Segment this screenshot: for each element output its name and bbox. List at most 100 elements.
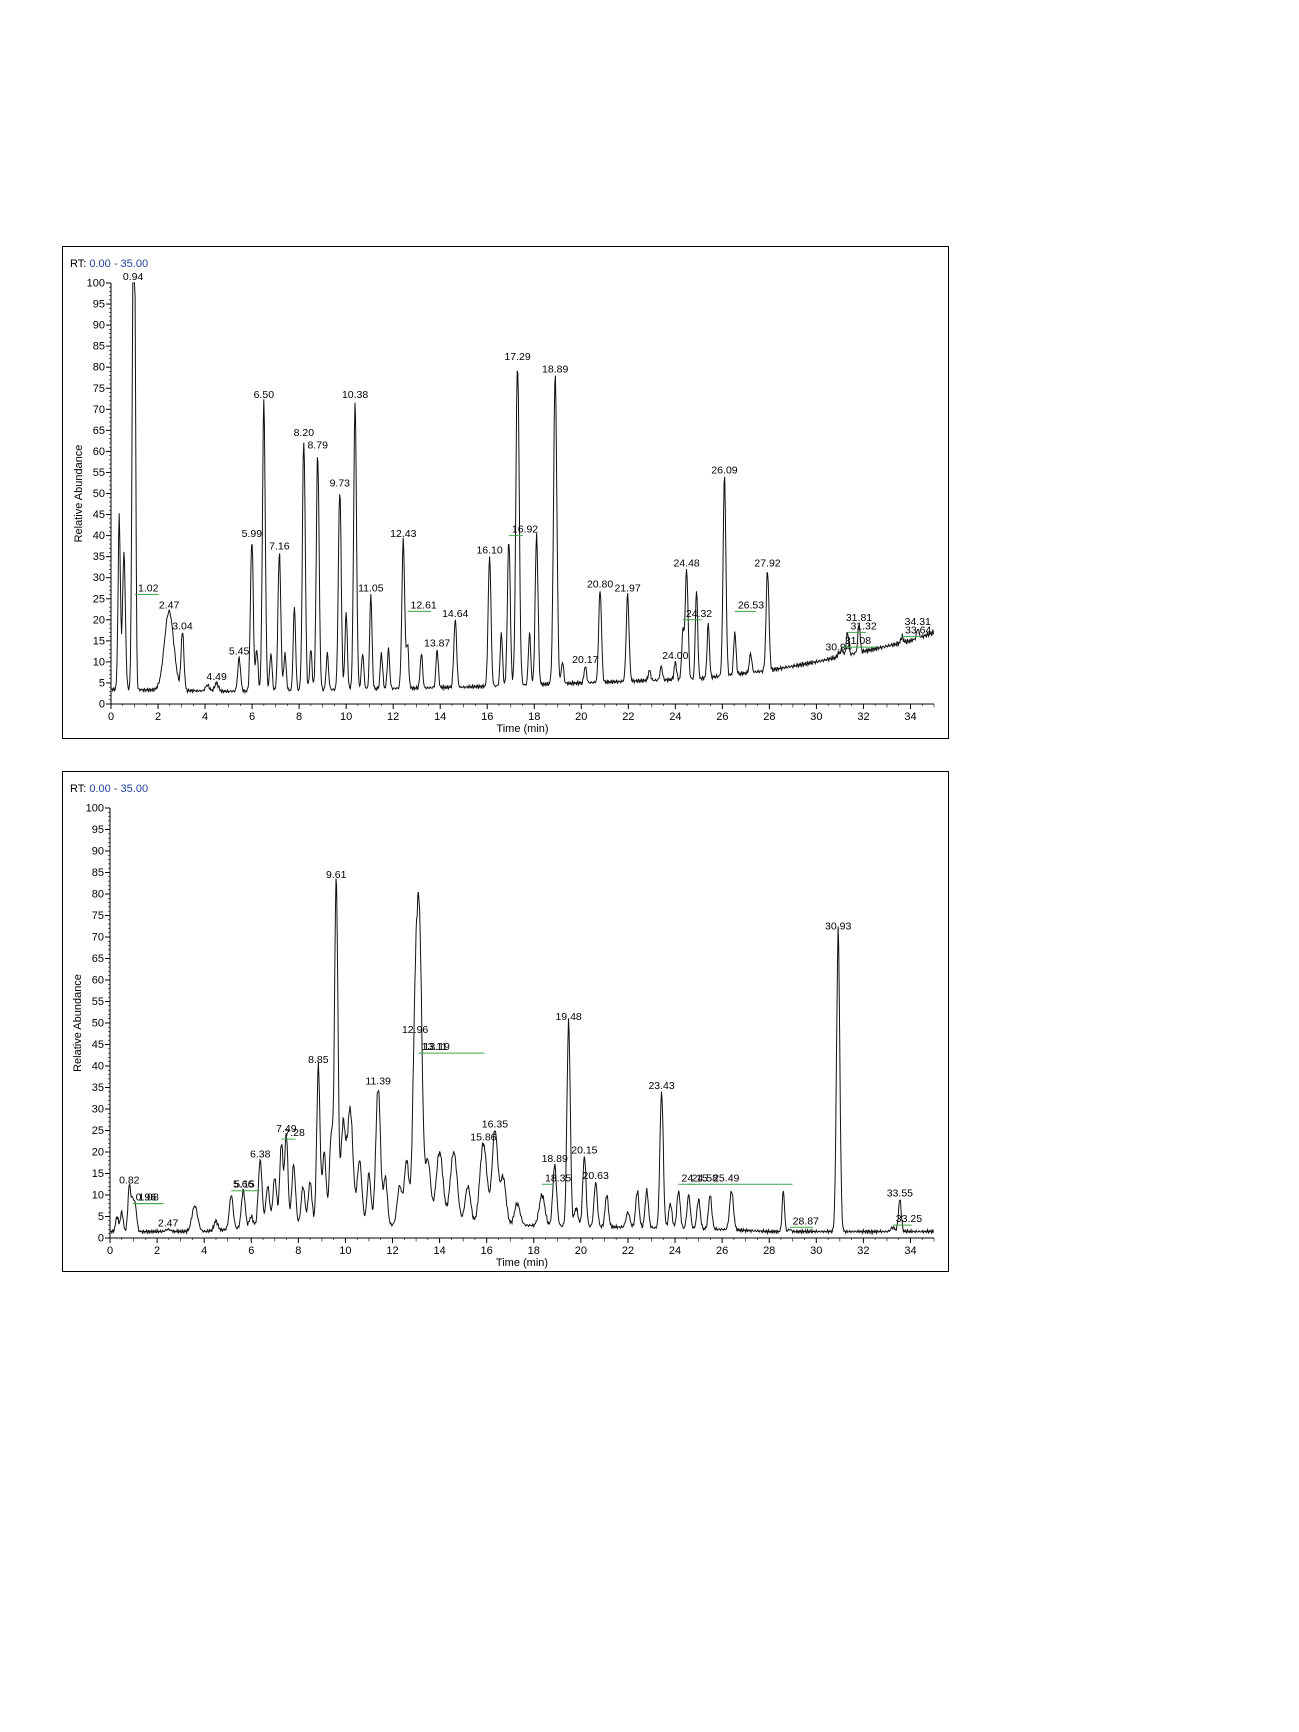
peak-label: 1.02 (138, 583, 159, 595)
y-tick-label: 55 (92, 996, 104, 1008)
x-tick-label: 6 (249, 711, 255, 723)
peak-label: 20.15 (571, 1144, 597, 1156)
peak-label: 9.61 (326, 869, 347, 881)
x-tick-label: 10 (340, 711, 352, 723)
rt-range-value: 0.00 - 35.00 (89, 783, 149, 795)
chromatogram-panel-1: RT: 0.00 - 35.00 0 5 10 15 20 25 30 35 40 45 50 55 6… (62, 246, 949, 739)
peak-label: 18.35 (545, 1172, 571, 1184)
y-tick-label: 20 (92, 1147, 104, 1159)
peak-label: 17.29 (504, 351, 530, 363)
y-tick-label: 80 (92, 889, 104, 901)
rt-range-label: RT: 0.00 - 35.00 (70, 783, 148, 795)
x-tick-label: 28 (763, 711, 775, 723)
x-tick-label: 18 (528, 1245, 540, 1257)
peak-label: 31.32 (850, 620, 876, 632)
x-tick-label: 12 (387, 711, 399, 723)
peak-label: 30.94 (825, 641, 851, 653)
peak-label: 2.47 (158, 1217, 179, 1229)
x-tick-label: 14 (434, 711, 446, 723)
y-tick-label: 25 (92, 1125, 104, 1137)
x-tick-label: 14 (433, 1245, 445, 1257)
x-tick-label: 8 (295, 1245, 301, 1257)
peak-label: 13.11 (422, 1041, 448, 1053)
peak-label: 4.49 (206, 671, 227, 683)
peak-label: 16.35 (482, 1119, 508, 1131)
peak-label: 8.85 (308, 1054, 329, 1066)
peak-label: 28.87 (793, 1215, 819, 1227)
x-tick-label: 26 (716, 711, 728, 723)
y-tick-label: 90 (93, 320, 105, 332)
x-tick-label: 22 (622, 711, 634, 723)
x-tick-label: 0 (108, 711, 114, 723)
x-tick-label: 24 (669, 1245, 681, 1257)
y-tick-label: 35 (93, 551, 105, 563)
chromatogram-chart-1: 0510152025303540455055606570758085909510… (73, 271, 935, 735)
y-tick-label: 35 (92, 1082, 104, 1094)
y-tick-label: 90 (92, 846, 104, 858)
x-axis-title: Time (min) (496, 723, 548, 735)
peak-label: 8.79 (307, 439, 328, 451)
peak-label: 16.10 (476, 545, 502, 557)
peak-label: 19.48 (555, 1011, 581, 1023)
peak-label: 24.58 (692, 1172, 718, 1184)
x-tick-label: 0 (107, 1245, 113, 1257)
peak-label: 0.94 (123, 271, 144, 283)
y-tick-label: 20 (93, 614, 105, 626)
x-tick-label: 4 (201, 1245, 207, 1257)
peak-label: 7.28 (284, 1127, 305, 1139)
peak-label: 34.31 (905, 616, 931, 628)
peak-label: 12.96 (402, 1024, 428, 1036)
y-tick-label: 70 (93, 404, 105, 416)
x-tick-label: 4 (202, 711, 208, 723)
y-tick-label: 45 (93, 509, 105, 521)
x-axis-title: Time (min) (496, 1257, 548, 1269)
y-tick-label: 0 (99, 699, 105, 711)
x-tick-label: 22 (622, 1245, 634, 1257)
x-tick-label: 28 (763, 1245, 775, 1257)
peak-label: 21.97 (614, 583, 640, 595)
peak-label: 20.17 (572, 654, 598, 666)
y-tick-label: 65 (93, 425, 105, 437)
y-tick-label: 50 (92, 1018, 104, 1030)
y-tick-label: 15 (93, 635, 105, 647)
peak-label: 7.49 (276, 1123, 297, 1135)
peak-label: 0.96 (136, 1192, 157, 1204)
y-tick-label: 45 (92, 1039, 104, 1051)
peak-label: 20.63 (583, 1170, 609, 1182)
x-tick-label: 16 (481, 711, 493, 723)
peak-label: 6.38 (250, 1149, 271, 1161)
peak-label: 8.20 (294, 427, 315, 439)
peak-label: 27.92 (754, 557, 780, 569)
y-tick-label: 40 (93, 530, 105, 542)
y-tick-label: 10 (93, 656, 105, 668)
x-tick-label: 32 (857, 1245, 869, 1257)
rt-prefix: RT: (70, 258, 87, 270)
peak-label: 15.86 (470, 1131, 496, 1143)
peak-label: 10.38 (342, 389, 368, 401)
y-tick-label: 85 (92, 867, 104, 879)
peak-label: 33.55 (887, 1187, 913, 1199)
peak-label: 12.43 (390, 528, 416, 540)
peak-label: 3.04 (172, 620, 193, 632)
y-tick-label: 95 (92, 824, 104, 836)
x-tick-label: 30 (810, 1245, 822, 1257)
y-tick-label: 0 (98, 1233, 104, 1245)
y-tick-label: 5 (99, 677, 105, 689)
peak-label: 5.66 (233, 1179, 254, 1191)
x-tick-label: 2 (155, 711, 161, 723)
peak-label: 24.32 (686, 608, 712, 620)
y-tick-label: 60 (93, 446, 105, 458)
peak-label: 18.89 (542, 364, 568, 376)
y-tick-label: 30 (93, 572, 105, 584)
chromatogram-trace (109, 878, 935, 1236)
peak-label: 30.93 (825, 921, 851, 933)
peak-label: 2.47 (159, 599, 180, 611)
peak-label: 13.19 (424, 1041, 450, 1053)
y-tick-label: 15 (92, 1168, 104, 1180)
y-tick-label: 80 (93, 362, 105, 374)
x-tick-label: 10 (339, 1245, 351, 1257)
x-tick-label: 6 (248, 1245, 254, 1257)
chromatogram-panel-2: RT: 0.00 - 35.00 0 5 10 15 20 25 30 35 40 45 50 55 6… (62, 771, 949, 1272)
peak-label: 20.80 (587, 578, 613, 590)
y-tick-label: 70 (92, 932, 104, 944)
